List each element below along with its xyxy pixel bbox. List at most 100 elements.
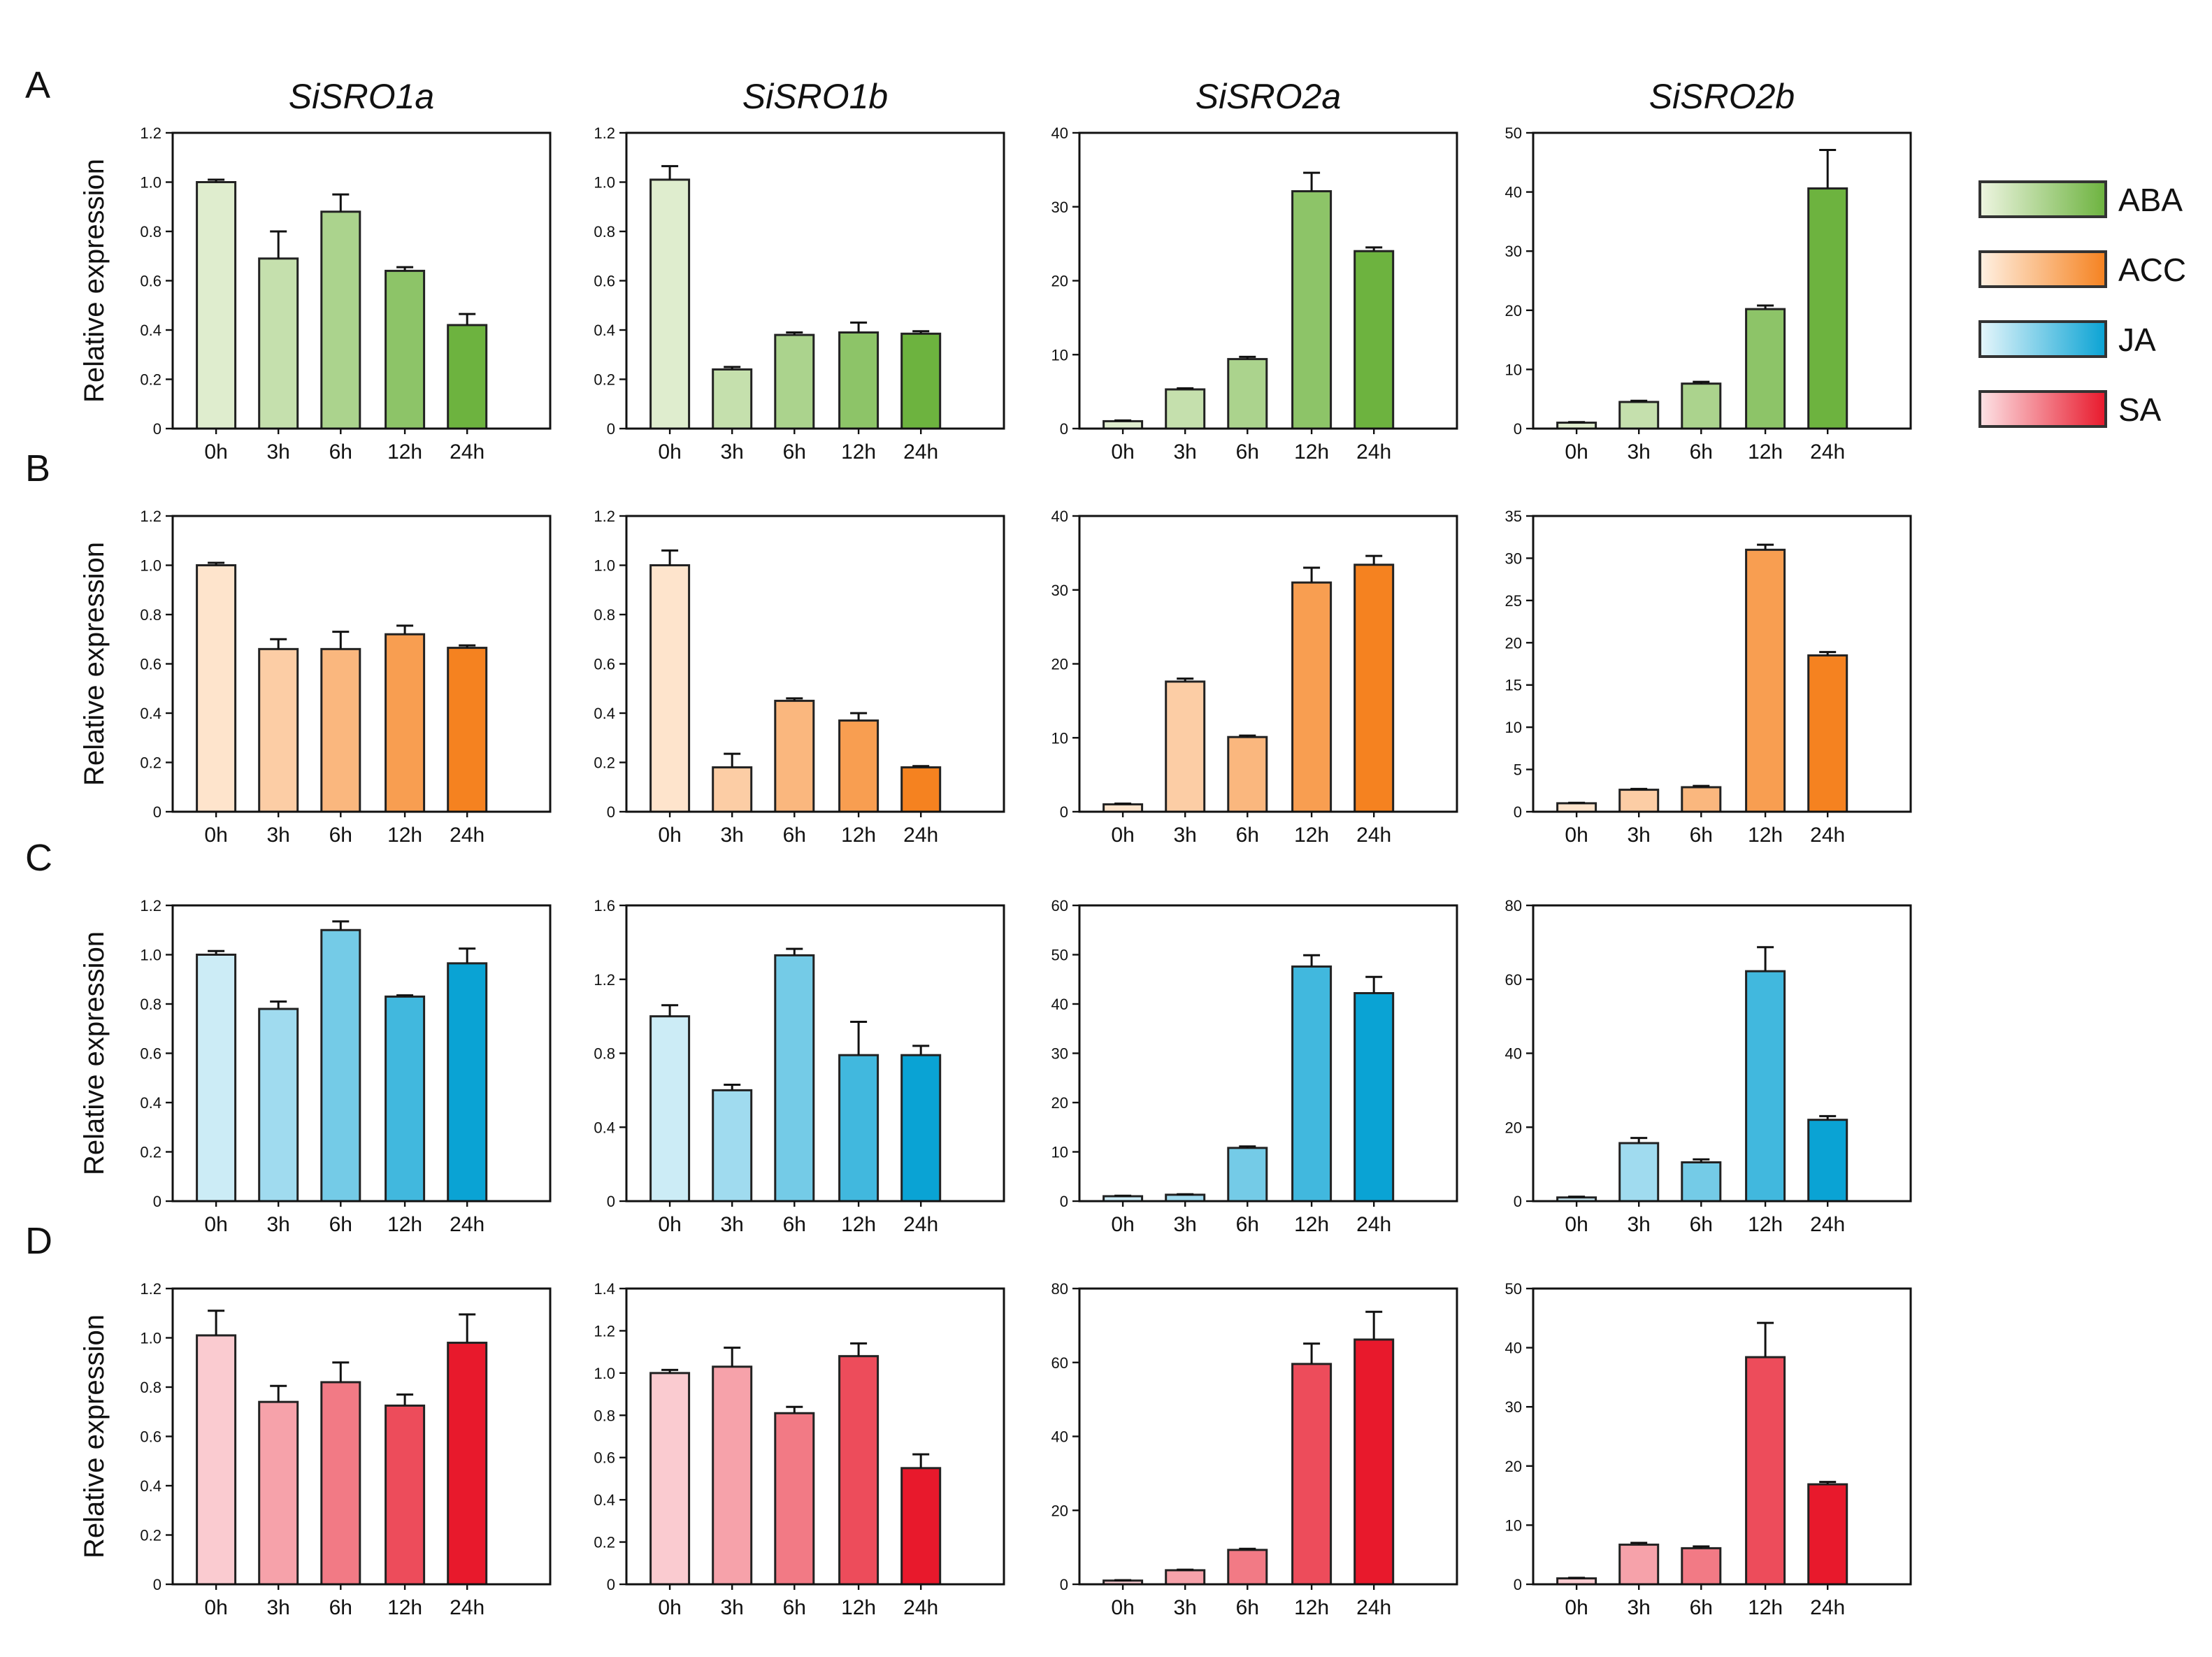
x-tick-label: 12h (387, 440, 422, 464)
y-tick-label: 1.0 (140, 947, 161, 964)
y-tick-label: 0 (607, 1576, 615, 1593)
plot-frame (625, 515, 1005, 813)
y-tick-label: 20 (1505, 634, 1522, 652)
treatment-legend: ABA ACC JA SA (1978, 180, 2186, 428)
x-tick-label: 0h (204, 1213, 227, 1236)
y-tick-label: 10 (1051, 1144, 1068, 1161)
x-tick-label: 0h (1111, 1213, 1134, 1236)
x-tick-label: 3h (267, 1213, 290, 1236)
x-tick-label: 6h (1690, 1213, 1713, 1236)
y-tick-label: 20 (1505, 302, 1522, 320)
error-bar (208, 1310, 225, 1335)
y-tick-label: 50 (1051, 947, 1068, 964)
y-tick-label: 0.6 (594, 273, 615, 290)
y-tick-label: 0.2 (140, 1527, 161, 1544)
y-tick-label: 0.6 (140, 656, 161, 673)
error-bar (850, 1021, 868, 1056)
bar (447, 324, 488, 430)
bar (385, 995, 426, 1203)
y-tick-label: 1.2 (594, 971, 615, 989)
error-bar (459, 644, 476, 648)
y-tick-label: 0 (607, 420, 615, 438)
bar (1353, 991, 1395, 1203)
x-tick-label: 3h (1174, 440, 1197, 464)
y-tick-label: 1.0 (594, 1365, 615, 1382)
x-tick-label: 12h (1748, 440, 1783, 464)
bar (1807, 1119, 1848, 1203)
y-tick-label: 0.2 (140, 754, 161, 772)
y-tick-label: 60 (1051, 1354, 1068, 1372)
error-bar (270, 638, 287, 650)
y-tick-label: 1.2 (140, 1280, 161, 1298)
x-tick-label: 12h (841, 440, 876, 464)
error-bar (724, 1083, 741, 1091)
bar (649, 564, 691, 813)
y-tick-label: 0.4 (594, 705, 615, 722)
error-bar (912, 330, 930, 334)
error-bar (270, 1384, 287, 1403)
y-tick-label: 0.2 (594, 754, 615, 772)
y-tick-label: 0.8 (594, 606, 615, 624)
error-bar (1819, 1114, 1837, 1120)
x-tick-label: 3h (721, 1596, 744, 1619)
bar (838, 1355, 879, 1586)
bar (320, 210, 361, 430)
legend-swatch (1978, 250, 2107, 288)
chart-panel: 0 0.4 0.8 1.2 1.6 0h 3h 6h 12h 24h (594, 897, 1005, 1236)
x-tick-label: 6h (329, 1213, 352, 1236)
y-tick-label: 40 (1051, 996, 1068, 1013)
bar (320, 928, 361, 1203)
bar (1618, 1543, 1660, 1586)
bar (1227, 358, 1268, 430)
y-tick-label: 30 (1051, 582, 1068, 599)
x-tick-label: 6h (1690, 1596, 1713, 1619)
x-tick-label: 6h (1690, 440, 1713, 464)
error-bar (208, 178, 225, 182)
bar (320, 1381, 361, 1586)
error-bar (724, 1347, 741, 1367)
error-bar (850, 1342, 868, 1356)
y-tick-label: 60 (1505, 971, 1522, 989)
chart-panel: 0 20 40 60 80 0h 3h 6h 12h 24h (1051, 1280, 1458, 1619)
plot-frame (1078, 904, 1458, 1203)
x-tick-label: 3h (267, 824, 290, 847)
x-tick-label: 3h (267, 440, 290, 464)
error-bar (724, 366, 741, 370)
y-tick-label: 40 (1051, 124, 1068, 142)
bar (1291, 190, 1333, 430)
x-tick-label: 6h (329, 1596, 352, 1619)
x-tick-label: 24h (1810, 1596, 1845, 1619)
bar (258, 257, 299, 430)
bar (900, 332, 942, 430)
y-tick-label: 20 (1051, 273, 1068, 290)
x-tick-label: 0h (1111, 1596, 1134, 1619)
chart-panel: SiSRO1b 0 0.2 0.4 0.6 0.8 1.0 1.2 0h 3h 6h 12h 24h (594, 77, 1005, 464)
y-tick-label: 0.4 (594, 322, 615, 339)
y-tick-label: 0.8 (594, 1407, 615, 1424)
x-tick-label: 24h (1810, 440, 1845, 464)
x-tick-label: 12h (387, 824, 422, 847)
x-tick-label: 6h (783, 440, 806, 464)
y-tick-label: 0 (607, 803, 615, 821)
y-tick-label: 0.4 (594, 1119, 615, 1136)
chart-panel: 0 0.2 0.4 0.6 0.8 1.0 1.2 0h 3h 6h 12h 24h (594, 508, 1005, 847)
y-tick-label: 30 (1505, 550, 1522, 567)
error-bar (1114, 1579, 1132, 1581)
bar (1807, 187, 1848, 430)
x-tick-label: 6h (783, 1213, 806, 1236)
legend-swatch (1978, 320, 2107, 358)
error-bar (1303, 566, 1321, 583)
x-tick-label: 12h (1294, 1213, 1329, 1236)
error-bar (270, 230, 287, 259)
y-tick-label: 10 (1051, 729, 1068, 747)
y-tick-label: 0.8 (594, 1045, 615, 1063)
legend-swatch (1978, 390, 2107, 428)
bar (447, 962, 488, 1203)
error-bar (1365, 1310, 1383, 1340)
plot-frame (1078, 1287, 1458, 1586)
bar (1745, 548, 1786, 813)
error-bar (912, 765, 930, 768)
bar (1227, 1549, 1268, 1586)
y-tick-label: 10 (1505, 1516, 1522, 1534)
legend-label: ACC (2118, 252, 2186, 288)
